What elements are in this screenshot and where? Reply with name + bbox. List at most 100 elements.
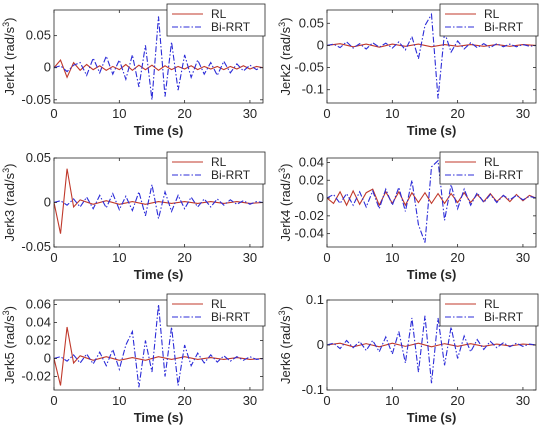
x-tick-label: 30 — [516, 393, 530, 408]
x-tick-label: 30 — [243, 250, 257, 265]
y-axis-label: Jerk1 (rad/s3) — [1, 18, 17, 96]
x-tick-label: 30 — [243, 393, 257, 408]
y-label-sup: 3 — [1, 168, 11, 173]
y-label-end: ) — [278, 164, 293, 168]
y-tick-label: -0.05 — [21, 239, 51, 254]
legend-box — [166, 151, 266, 185]
x-tick-label: 0 — [50, 250, 57, 265]
legend-label-rl: RL — [484, 155, 500, 169]
y-label-end: ) — [278, 306, 293, 310]
legend-label-bi-rrt: Bi-RRT — [211, 20, 251, 34]
y-label-end: ) — [2, 18, 17, 22]
axes-box — [53, 299, 264, 391]
y-tick-label: -0.05 — [294, 60, 324, 75]
y-tick-label: -0.1 — [302, 382, 324, 397]
y-axis-label: Jerk5 (rad/s3) — [1, 306, 17, 384]
y-label-sup: 3 — [277, 168, 287, 173]
y-tick-label: 0 — [317, 190, 324, 205]
legend-label-rl: RL — [484, 7, 500, 21]
y-label-sup: 3 — [1, 310, 11, 315]
y-label-end: ) — [2, 306, 17, 310]
series-line-bi-rrt — [54, 304, 263, 388]
x-tick-label: 0 — [323, 393, 330, 408]
legend-label-bi-rrt: Bi-RRT — [484, 168, 524, 182]
legend-label-rl: RL — [211, 297, 227, 311]
series-line-rl — [54, 168, 263, 234]
x-tick-label: 10 — [112, 106, 126, 121]
y-tick-label: 0.02 — [26, 333, 51, 348]
axes-box — [326, 157, 537, 248]
series-line-rl — [54, 326, 263, 386]
y-tick-label: -0.04 — [294, 226, 324, 241]
y-label-main: Jerk6 (rad/s — [278, 315, 293, 384]
y-tick-label: -0.05 — [21, 92, 51, 107]
y-tick-label: 0.05 — [26, 28, 51, 43]
legend-box — [439, 3, 539, 37]
y-label-sup: 3 — [277, 22, 287, 27]
y-axis-label: Jerk2 (rad/s3) — [277, 18, 293, 96]
series-line-rl — [327, 342, 536, 348]
x-tick-label: 0 — [323, 106, 330, 121]
y-tick-label: 0.05 — [299, 15, 324, 30]
axes-box — [53, 9, 264, 104]
y-tick-label: 0.04 — [299, 154, 324, 169]
y-tick-label: 0.04 — [26, 315, 51, 330]
subplot-2: 0 10 20 30 -0.1 -0.05 0 0.05 Time (s) Jerk2 (rad/… — [277, 3, 539, 138]
x-tick-label: 20 — [177, 106, 191, 121]
legend-box — [439, 151, 539, 185]
series-line-rl — [327, 188, 536, 207]
x-axis-label: Time (s) — [407, 410, 457, 425]
legend-label-bi-rrt: Bi-RRT — [211, 168, 251, 182]
legend-label-bi-rrt: Bi-RRT — [484, 310, 524, 324]
series-line-bi-rrt — [327, 159, 536, 243]
x-tick-label: 10 — [112, 393, 126, 408]
legend-box — [166, 3, 266, 37]
y-tick-label: 0 — [317, 37, 324, 52]
series-line-bi-rrt — [54, 184, 263, 219]
y-tick-label: 0.1 — [306, 292, 324, 307]
y-label-main: Jerk1 (rad/s — [2, 26, 17, 95]
x-tick-label: 10 — [385, 250, 399, 265]
x-tick-label: 0 — [50, 106, 57, 121]
x-tick-label: 20 — [177, 393, 191, 408]
y-tick-label: -0.02 — [21, 369, 51, 384]
y-label-main: Jerk5 (rad/s — [2, 315, 17, 384]
x-axis-label: Time (s) — [134, 267, 184, 282]
y-axis-label: Jerk4 (rad/s3) — [277, 164, 293, 242]
x-tick-label: 10 — [385, 106, 399, 121]
x-axis-label: Time (s) — [134, 410, 184, 425]
series-line-bi-rrt — [327, 315, 536, 384]
y-tick-label: 0 — [317, 337, 324, 352]
x-tick-label: 10 — [112, 250, 126, 265]
x-tick-label: 30 — [243, 106, 257, 121]
y-label-main: Jerk3 (rad/s — [2, 172, 17, 241]
legend-box — [166, 293, 266, 327]
y-axis-label: Jerk6 (rad/s3) — [277, 306, 293, 384]
legend-label-bi-rrt: Bi-RRT — [484, 20, 524, 34]
legend-label-rl: RL — [484, 297, 500, 311]
x-tick-label: 20 — [450, 106, 464, 121]
y-tick-label: 0 — [44, 195, 51, 210]
x-tick-label: 10 — [385, 393, 399, 408]
y-tick-label: -0.1 — [302, 82, 324, 97]
y-label-main: Jerk2 (rad/s — [278, 26, 293, 95]
axes-box — [326, 9, 537, 104]
series-line-rl — [54, 58, 263, 79]
x-tick-label: 20 — [450, 393, 464, 408]
y-label-sup: 3 — [277, 310, 287, 315]
legend-label-bi-rrt: Bi-RRT — [211, 310, 251, 324]
y-tick-label: 0.05 — [26, 150, 51, 165]
series-line-bi-rrt — [54, 16, 263, 100]
y-axis-label: Jerk3 (rad/s3) — [1, 164, 17, 242]
x-axis-label: Time (s) — [407, 123, 457, 138]
subplot-4: 0 10 20 30 -0.04 -0.02 0 0.02 0.04 Time (s) Jerk4 … — [277, 151, 539, 282]
series-line-bi-rrt — [327, 12, 536, 99]
x-tick-label: 0 — [50, 393, 57, 408]
